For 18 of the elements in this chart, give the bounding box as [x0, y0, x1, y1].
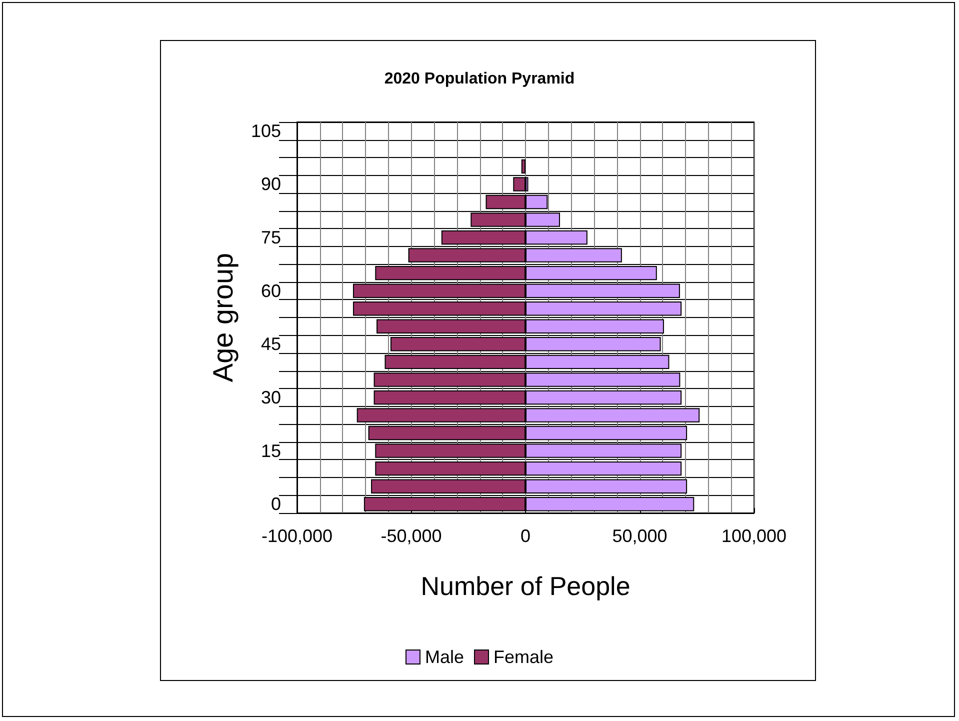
legend-label: Female	[493, 647, 554, 667]
legend-label: Male	[424, 647, 464, 667]
chart-title: 2020 Population Pyramid	[384, 70, 575, 88]
x-tick-label: 50,000	[612, 526, 668, 546]
y-axis-title: Age group	[208, 252, 238, 382]
y-tick-label: 60	[260, 280, 281, 301]
x-tick-label: 0	[520, 526, 531, 546]
y-tick-label: 0	[270, 494, 281, 514]
y-tick-label: 75	[260, 228, 281, 248]
x-axis-title: Number of People	[420, 571, 630, 601]
x-tick-label: 100,000	[721, 526, 787, 546]
x-tick-label: -100,000	[261, 526, 333, 546]
y-tick-label: 105	[250, 120, 281, 141]
y-tick-label: 15	[260, 440, 281, 461]
y-tick-label: 30	[260, 387, 281, 408]
x-tick-label: -50,000	[380, 526, 442, 546]
y-tick-label: 45	[260, 334, 281, 354]
y-tick-label: 90	[260, 174, 281, 194]
